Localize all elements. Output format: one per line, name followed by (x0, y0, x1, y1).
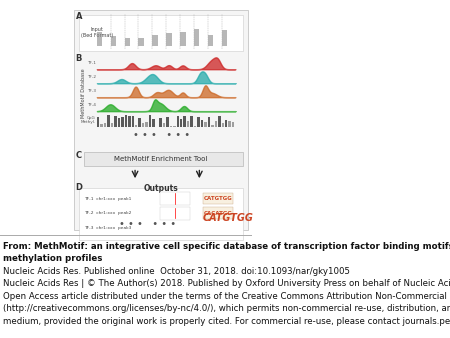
Text: TF-3: TF-3 (87, 89, 96, 93)
Bar (190, 121, 193, 127)
Text: (http://creativecommons.org/licenses/by-nc/4.0/), which permits non-commercial r: (http://creativecommons.org/licenses/by-… (3, 304, 450, 313)
Bar (125, 125, 127, 127)
Bar (139, 33, 144, 46)
Bar (184, 115, 186, 127)
Bar (166, 30, 172, 46)
Text: Open Access article distributed under the terms of the Creative Commons Attribut: Open Access article distributed under th… (3, 292, 450, 301)
Text: TF-3  chr1:xxx  peak3: TF-3 chr1:xxx peak3 (84, 225, 132, 230)
Bar (84, 152, 243, 166)
Bar (201, 124, 203, 127)
Bar (142, 123, 144, 127)
Bar (211, 120, 214, 127)
Bar (79, 188, 243, 240)
Bar (221, 123, 224, 127)
Bar (204, 115, 207, 127)
Bar (194, 28, 199, 46)
Bar (156, 117, 158, 127)
Bar (160, 207, 190, 220)
Text: Nucleic Acids Res | © The Author(s) 2018. Published by Oxford University Press o: Nucleic Acids Res | © The Author(s) 2018… (3, 279, 450, 288)
Text: TF-4: TF-4 (87, 103, 96, 107)
Text: • • •   • • •: • • • • • • (133, 130, 190, 140)
Bar (114, 117, 117, 127)
Bar (173, 118, 176, 127)
Bar (215, 124, 217, 127)
Bar (225, 126, 227, 127)
Bar (160, 192, 190, 205)
Bar (152, 38, 158, 46)
Text: CpG
Methyl.: CpG Methyl. (81, 116, 96, 124)
Bar (202, 207, 233, 219)
Text: • • •   • • •: • • • • • • (119, 219, 176, 229)
Bar (135, 117, 137, 127)
Text: Outputs: Outputs (144, 185, 179, 193)
Bar (229, 125, 231, 127)
Bar (159, 123, 162, 127)
Bar (149, 125, 151, 127)
Text: medium, provided the original work is properly cited. For commercial re-use, ple: medium, provided the original work is pr… (3, 317, 450, 326)
Bar (104, 122, 106, 127)
Bar (208, 119, 210, 127)
Text: A: A (76, 12, 82, 21)
Text: C: C (76, 150, 81, 160)
Bar (74, 10, 248, 230)
Bar (111, 38, 116, 46)
Text: D: D (76, 183, 82, 192)
Text: Nucleic Acids Res. Published online  October 31, 2018. doi:10.1093/nar/gky1005: Nucleic Acids Res. Published online Octo… (3, 267, 350, 276)
Bar (118, 125, 120, 127)
Bar (187, 119, 189, 127)
Bar (180, 30, 185, 46)
Bar (121, 121, 124, 127)
Text: MethMotif Enrichment Tool: MethMotif Enrichment Tool (114, 156, 208, 162)
Bar (221, 35, 227, 46)
Bar (111, 117, 113, 127)
Text: B: B (76, 54, 82, 63)
Bar (194, 125, 196, 127)
Bar (128, 120, 130, 127)
Text: TF-1  chr1:xxx  peak1: TF-1 chr1:xxx peak1 (84, 196, 132, 200)
Text: MethMotif Database: MethMotif Database (81, 68, 86, 118)
Bar (232, 124, 234, 127)
Bar (125, 27, 130, 46)
Bar (197, 120, 200, 127)
Bar (218, 123, 220, 127)
Text: methylation profiles: methylation profiles (3, 254, 102, 263)
Text: CACATGG: CACATGG (203, 211, 232, 216)
Bar (176, 117, 179, 127)
Bar (100, 117, 103, 127)
Bar (152, 116, 155, 127)
Bar (107, 122, 110, 127)
Bar (166, 117, 169, 127)
Bar (202, 193, 233, 204)
Bar (180, 124, 182, 127)
Bar (170, 126, 172, 127)
Text: Input
(Bed Format): Input (Bed Format) (81, 27, 113, 38)
Text: From: MethMotif: an integrative cell specific database of transcription factor b: From: MethMotif: an integrative cell spe… (3, 242, 450, 251)
Bar (145, 123, 148, 127)
Bar (163, 119, 165, 127)
Bar (139, 118, 141, 127)
Text: TF-2  chr1:xxx  peak2: TF-2 chr1:xxx peak2 (84, 211, 132, 215)
Bar (97, 33, 103, 46)
Text: TF-1: TF-1 (87, 61, 96, 65)
Text: TF-2: TF-2 (87, 75, 96, 79)
Bar (208, 36, 213, 46)
Text: CATGTGG: CATGTGG (202, 213, 253, 223)
Bar (79, 15, 243, 51)
Text: CATGTGG: CATGTGG (203, 196, 232, 201)
